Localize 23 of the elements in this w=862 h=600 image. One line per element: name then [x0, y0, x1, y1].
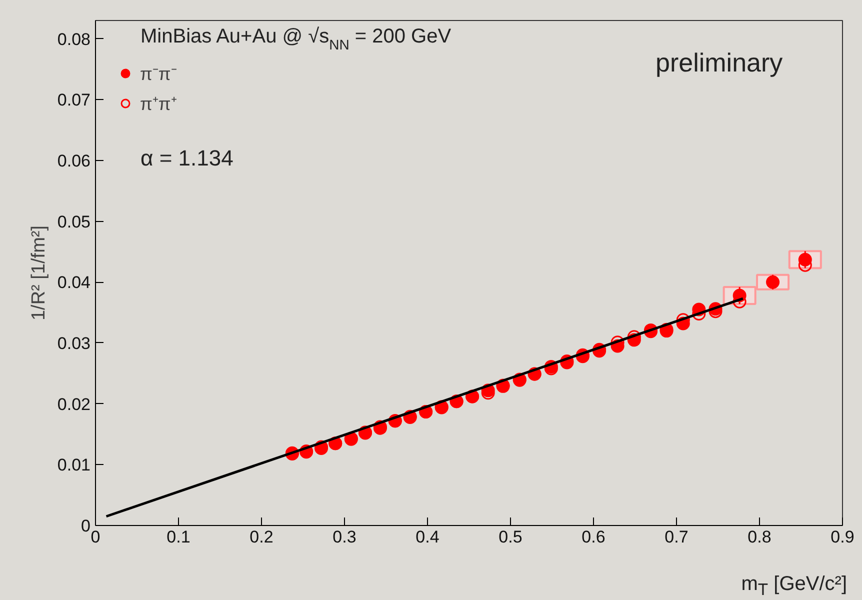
annotation: α = 1.134 — [140, 146, 234, 170]
y-tick-label: 0.03 — [57, 334, 91, 353]
x-tick-label: 0.6 — [582, 528, 606, 546]
y-tick-label: 0.07 — [57, 90, 91, 110]
x-tick-label: 0.4 — [416, 528, 440, 546]
y-tick-label: 0.01 — [57, 456, 91, 475]
x-tick-label: 0.8 — [748, 528, 772, 546]
y-tick-label: 0.04 — [57, 273, 91, 292]
x-tick-label: 0.3 — [332, 528, 356, 546]
y-axis-title: 1/R² [1/fm²] — [28, 225, 50, 321]
legend-label: π⁻π⁻ — [140, 63, 177, 85]
y-tick-label: 0.08 — [57, 30, 91, 49]
x-tick-label: 0.7 — [664, 528, 688, 546]
x-axis-title: m$_{T}$ [GeV/c²] — [741, 572, 847, 600]
y-tick-label: 0.05 — [57, 212, 91, 232]
y-tick-label: 0.06 — [57, 151, 91, 170]
x-tick-label: 0.2 — [250, 528, 274, 546]
legend-label: π⁺π⁺ — [140, 93, 177, 115]
x-tick-label: 0.9 — [830, 528, 854, 546]
x-tick-label: 0.1 — [166, 528, 190, 546]
y-tick-label: 0.02 — [57, 394, 91, 414]
x-tick-label: 0.5 — [498, 528, 522, 546]
annotation: preliminary — [656, 48, 783, 78]
